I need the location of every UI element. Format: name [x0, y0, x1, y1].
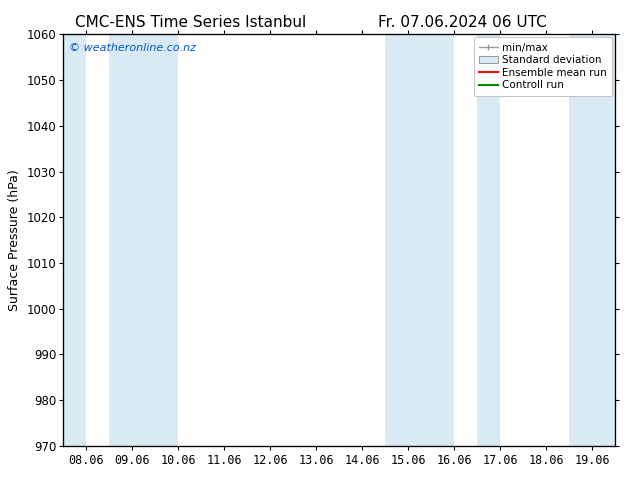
Bar — [477, 34, 500, 446]
Text: Fr. 07.06.2024 06 UTC: Fr. 07.06.2024 06 UTC — [378, 15, 547, 30]
Legend: min/max, Standard deviation, Ensemble mean run, Controll run: min/max, Standard deviation, Ensemble me… — [474, 37, 612, 96]
Y-axis label: Surface Pressure (hPa): Surface Pressure (hPa) — [8, 169, 21, 311]
Bar — [63, 34, 86, 446]
Bar — [569, 34, 615, 446]
Bar — [385, 34, 454, 446]
Bar — [110, 34, 178, 446]
Text: CMC-ENS Time Series Istanbul: CMC-ENS Time Series Istanbul — [75, 15, 306, 30]
Text: © weatheronline.co.nz: © weatheronline.co.nz — [69, 43, 196, 52]
